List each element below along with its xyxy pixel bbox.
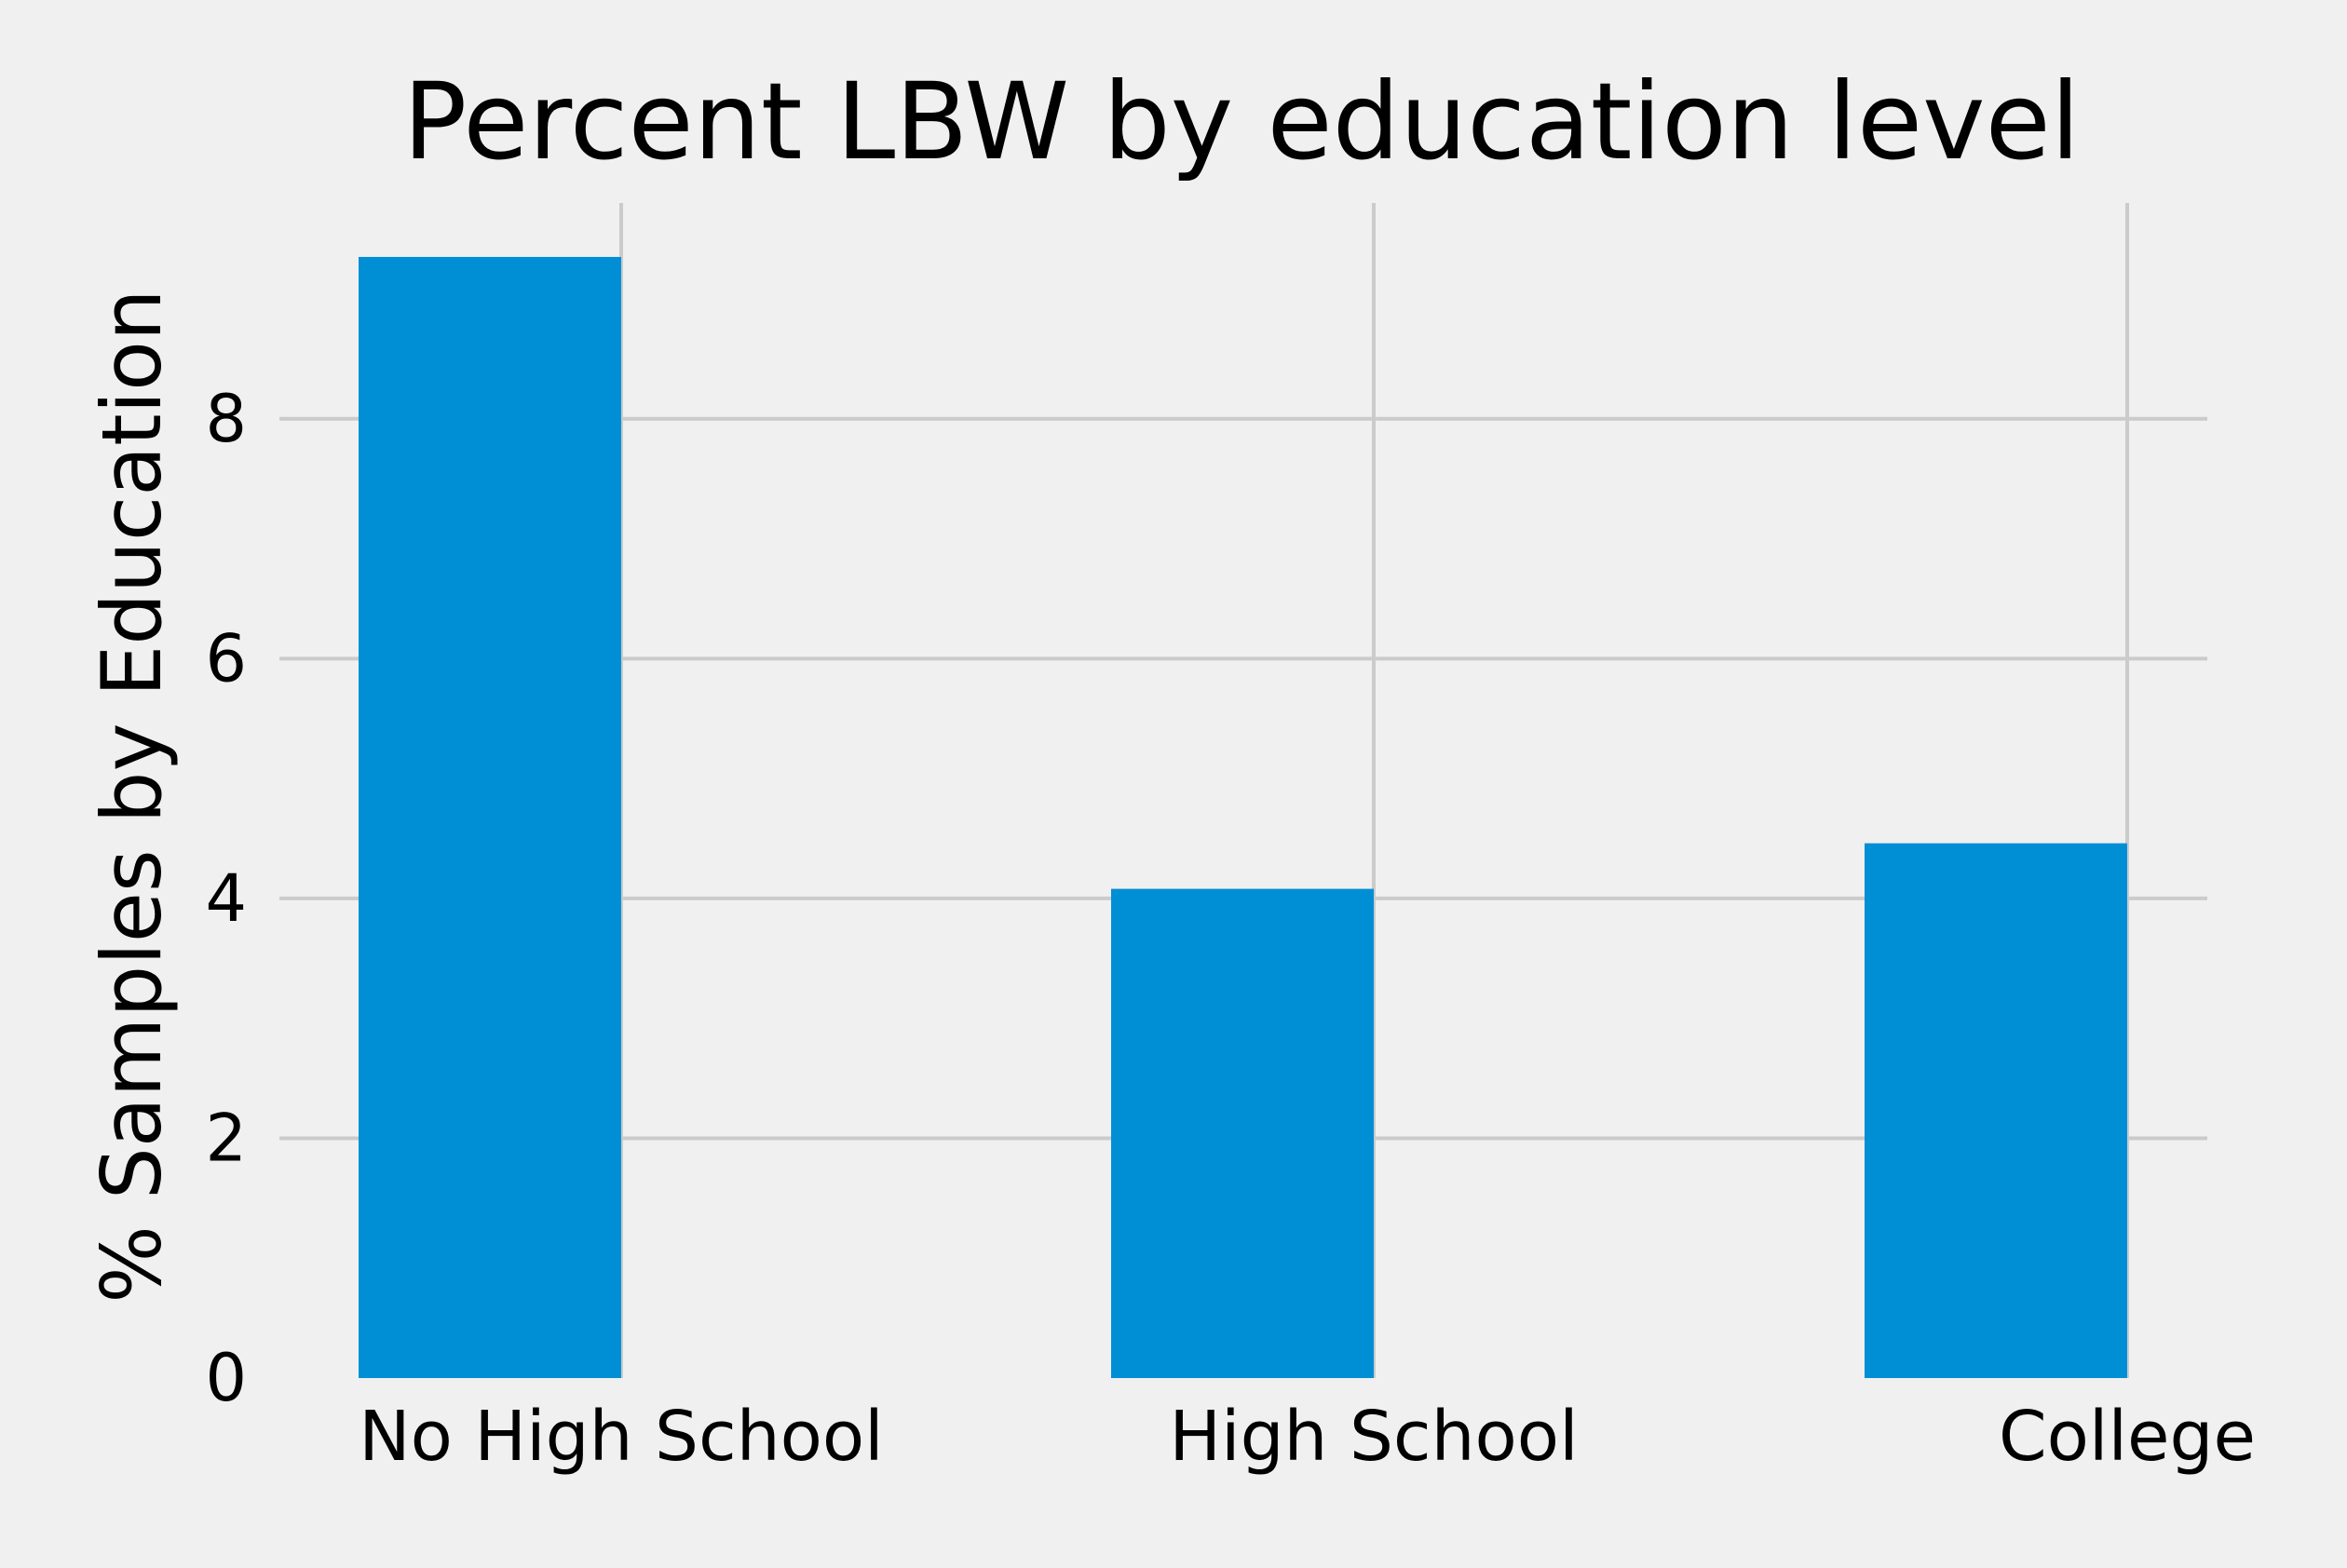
- chart-title: Percent LBW by education level: [403, 60, 2081, 183]
- x-tick-label: No High School: [359, 1397, 883, 1477]
- y-tick-label: 2: [205, 1100, 247, 1176]
- y-tick-labels: 0 2 4 6 8: [205, 381, 247, 1416]
- y-tick-label: 6: [205, 620, 247, 696]
- y-tick-label: 0: [205, 1340, 247, 1416]
- x-tick-label: High School: [1169, 1397, 1578, 1477]
- y-tick-label: 4: [205, 860, 247, 937]
- bar-no-high-school: [359, 256, 621, 1378]
- x-tick-label: College: [1999, 1397, 2256, 1477]
- bar-high-school: [1111, 888, 1374, 1378]
- y-tick-label: 8: [205, 381, 247, 457]
- y-axis-label: % Samples by Education: [84, 289, 180, 1303]
- bars: [359, 256, 2127, 1378]
- bar-college: [1865, 843, 2127, 1378]
- x-tick-labels: No High School High School College: [359, 1397, 2256, 1477]
